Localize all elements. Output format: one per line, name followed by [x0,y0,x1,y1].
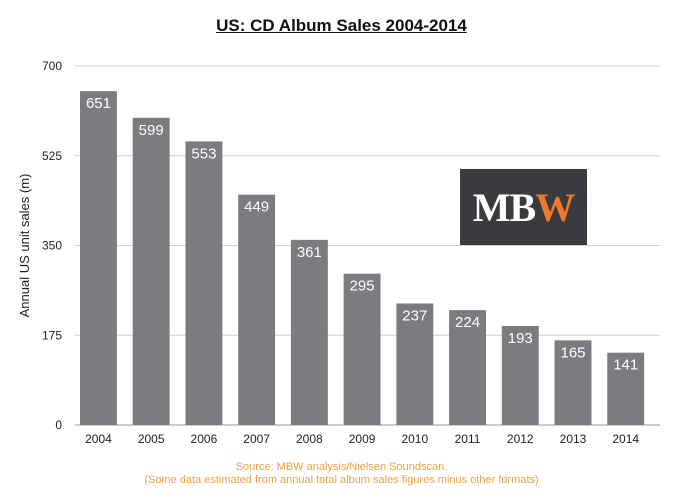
data-label: 295 [350,278,375,295]
data-label: 165 [560,344,585,361]
x-tick-label: 2011 [455,432,481,446]
bar [449,310,486,425]
x-tick-label: 2014 [612,432,639,446]
logo-text-mb: MB [472,184,536,230]
bar [554,340,592,425]
bar [132,117,170,425]
data-label: 651 [86,95,111,112]
x-tick-label: 2006 [191,432,218,446]
mbw-logo: MB W [460,169,587,245]
x-tick-label: 2005 [138,432,165,446]
data-label: 361 [297,244,322,261]
data-label: 449 [244,199,269,216]
bar [501,326,539,425]
source-note: Source: MBW analysis/Nielsen Soundscan. [235,461,448,473]
y-tick-label: 350 [42,239,62,253]
y-tick-label: 700 [42,59,62,73]
estimate-note: (Some data estimated from annual total a… [144,474,539,486]
x-tick-label: 2012 [507,432,534,446]
y-tick-label: 0 [55,418,62,432]
bar [607,352,645,425]
chart-title: US: CD Album Sales 2004-2014 [0,16,683,36]
y-axis-label: Annual US unit sales (m) [17,174,32,318]
x-tick-label: 2004 [85,432,112,446]
y-tick-label: 525 [42,149,62,163]
bar [185,141,223,425]
data-label: 553 [191,145,216,162]
bar [80,91,117,425]
x-tick-label: 2010 [401,432,428,446]
data-label: 599 [139,122,164,139]
bar [396,303,434,425]
bar [238,194,276,425]
x-tick-label: 2007 [243,432,270,446]
x-tick-label: 2009 [349,432,376,446]
data-label: 141 [613,357,638,374]
x-tick-label: 2013 [560,432,587,446]
bar [343,273,381,425]
logo-text-w: W [535,184,575,230]
data-label: 237 [402,307,427,324]
bar [290,239,328,425]
data-label: 193 [508,330,533,347]
y-tick-label: 175 [42,328,62,342]
data-label: 224 [455,314,480,331]
x-tick-label: 2008 [296,432,323,446]
chart-title-text: US: CD Album Sales 2004-2014 [216,16,467,35]
